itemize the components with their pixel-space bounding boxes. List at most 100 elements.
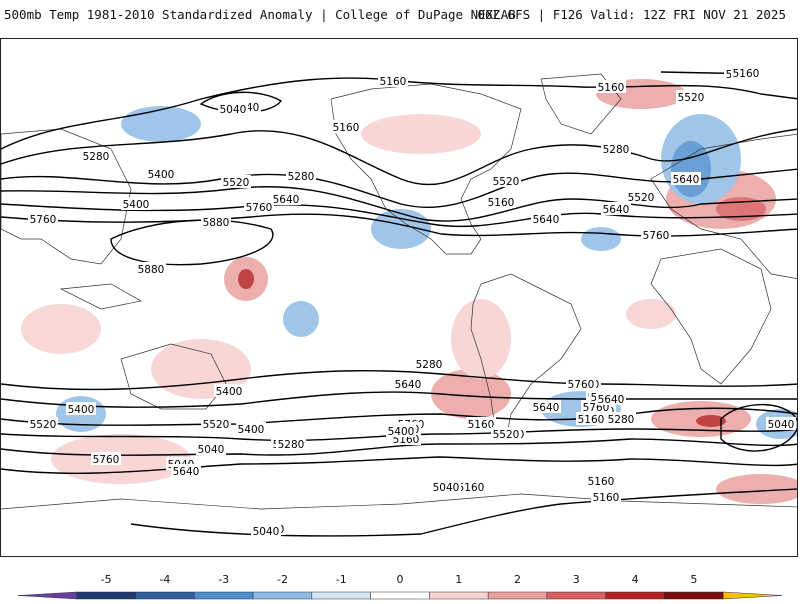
contour-5880-pacific	[110, 219, 274, 266]
contour-label: 5520	[628, 192, 655, 204]
africa-outline	[650, 248, 772, 385]
contour-5280-south	[1, 438, 797, 456]
colorbar-tick-label: -1	[336, 573, 347, 586]
colorbar-segment	[135, 591, 195, 600]
colorbar-segment	[194, 591, 254, 600]
product-title: 500mb Temp 1981-2010 Standardized Anomal…	[4, 7, 516, 22]
colorbar-tick-label: -3	[218, 573, 229, 586]
contour-label-bg	[136, 262, 166, 275]
contour-label-bg	[606, 412, 636, 425]
contour-label: 5160	[458, 482, 485, 494]
contour-labels: 5160504052805160504051605400552056405760…	[28, 66, 796, 538]
contour-label: 5640	[395, 379, 422, 391]
contour-label-bg	[214, 384, 244, 397]
contour-label-bg	[221, 175, 251, 188]
colorbar-segment	[546, 591, 606, 600]
contour-label-bg	[596, 392, 626, 405]
contour-label-bg	[766, 417, 796, 430]
contour-label: 5640	[533, 402, 560, 414]
contour-label: 5160	[598, 82, 625, 94]
anomaly-cold-blob	[121, 106, 201, 142]
contour-label-bg	[378, 74, 408, 87]
contour-label-bg	[121, 197, 151, 210]
contour-label: 5280	[608, 414, 635, 426]
contour-5640-south	[1, 391, 797, 408]
contour-label-bg	[731, 66, 761, 79]
colorbar: -5 -4 -3 -2 -1 0 1 2 3 4 5	[0, 560, 800, 600]
contour-label: 5400	[123, 199, 150, 211]
anomaly-cold-blob	[581, 227, 621, 251]
contour-label-bg	[591, 490, 621, 503]
colorbar-segment	[429, 591, 489, 600]
contour-label: 5160	[333, 122, 360, 134]
colorbar-tick-label: -2	[277, 573, 288, 586]
south-america-outline	[470, 273, 582, 440]
contour-label-bg	[271, 192, 301, 205]
contour-label: 5520	[678, 92, 705, 104]
contour-label-bg	[91, 452, 121, 465]
contour-5760-south	[1, 370, 797, 391]
contour-label: 5160	[588, 476, 615, 488]
colorbar-segment	[722, 591, 783, 600]
contour-label: 5160	[468, 419, 495, 431]
contour-label: 5280	[288, 171, 315, 183]
contour-label: 5640	[598, 394, 625, 406]
anomaly-warm-blob	[361, 114, 481, 154]
anomaly-warm-blob	[451, 299, 511, 379]
colorbar-segment	[17, 591, 78, 600]
contour-label-bg	[244, 200, 274, 213]
indonesia-outline	[59, 283, 142, 310]
anomaly-cold-blob	[671, 141, 711, 197]
colorbar-tick-label: -5	[101, 573, 112, 586]
contour-label: 5040	[220, 104, 247, 116]
contour-label: 5760	[30, 214, 57, 226]
contour-label: 5520	[203, 419, 230, 431]
contour-label: 5640	[603, 204, 630, 216]
contour-label-bg	[393, 377, 423, 390]
contour-label-bg	[601, 142, 631, 155]
contour-label: 5400	[388, 426, 415, 438]
contour-label-bg	[491, 174, 521, 187]
contour-label-bg	[531, 400, 561, 413]
greenland-outline	[540, 73, 622, 135]
contour-label-bg	[331, 120, 361, 133]
contour-label: 5880	[203, 217, 230, 229]
contour-label: 5280	[416, 359, 443, 371]
contour-5640-north	[1, 203, 797, 228]
contour-label: 5160	[380, 76, 407, 88]
north-america-outline	[330, 83, 522, 255]
contour-label: 5880	[138, 264, 165, 276]
colorbar-segment	[487, 591, 548, 600]
asia-west-outline	[1, 128, 132, 265]
contour-label-bg	[146, 167, 176, 180]
contour-label: 5760	[246, 202, 273, 214]
anomaly-cold-blob	[371, 209, 431, 249]
contour-label: 5040	[433, 482, 460, 494]
contour-label-bg	[576, 412, 606, 425]
contour-low-southern-ocean	[720, 403, 797, 452]
contour-label-bg	[251, 524, 281, 537]
map-header: 500mb Temp 1981-2010 Standardized Anomal…	[0, 0, 800, 38]
contour-label: 5520	[223, 177, 250, 189]
contour-label-bg	[626, 190, 656, 203]
colorbar-segment	[76, 591, 136, 600]
contour-label: 5160	[578, 414, 605, 426]
map-panel[interactable]: 5160504052805160504051605400552056405760…	[0, 38, 798, 557]
anomaly-warm-core	[696, 415, 726, 427]
contour-label: 5760	[568, 379, 595, 391]
colorbar-tick-label: 0	[397, 573, 404, 586]
contour-5520-north	[1, 186, 797, 222]
contour-label-bg	[218, 102, 248, 115]
contour-label-bg	[491, 427, 521, 440]
contour-label: 5160	[733, 68, 760, 80]
contour-label-bg	[601, 202, 631, 215]
contour-label: 5040	[768, 419, 795, 431]
colorbar-tick-label: 2	[514, 573, 521, 586]
contour-label: 5640	[273, 194, 300, 206]
contour-5040-south	[130, 488, 797, 537]
contour-5400-south	[1, 428, 797, 442]
contour-label: 5760	[93, 454, 120, 466]
colorbar-segment	[370, 591, 430, 600]
contour-label-bg	[566, 377, 596, 390]
contour-label: 5040	[253, 526, 280, 538]
